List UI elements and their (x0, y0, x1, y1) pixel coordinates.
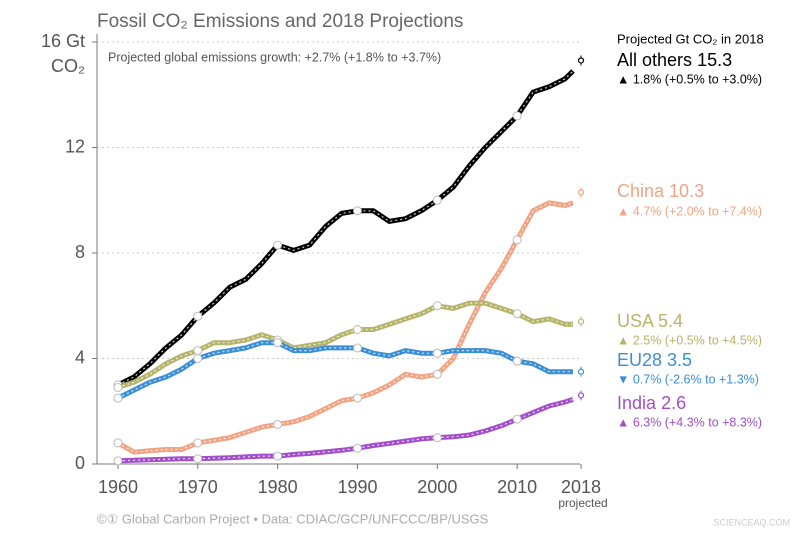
series-line (117, 300, 573, 390)
series-line-highlight (117, 302, 573, 389)
legend-title: Projected Gt CO₂ in 2018 (617, 31, 764, 46)
legend-label: USA 5.4 (617, 311, 683, 331)
y-tick-label: 4 (75, 347, 85, 367)
series-line-highlight (117, 70, 574, 386)
decade-marker (432, 433, 442, 443)
watermark: SCIENCEAQ.COM (713, 517, 790, 527)
decade-marker (352, 443, 362, 453)
decade-marker (273, 240, 283, 250)
decade-marker (432, 369, 442, 379)
decade-marker (352, 206, 362, 216)
subtitle: Projected global emissions growth: +2.7%… (108, 50, 441, 64)
projected-value: 15.3 (697, 50, 732, 70)
decade-marker (512, 414, 522, 424)
decade-marker (512, 309, 522, 319)
series-line-highlight (117, 342, 573, 399)
decade-marker (352, 393, 362, 403)
projected-label: projected (558, 496, 607, 510)
decade-marker (273, 451, 283, 461)
growth-label: ▲ 6.3% (+4.3% to +8.3%) (617, 415, 762, 429)
legend-label: EU28 3.5 (617, 350, 692, 370)
decade-marker (512, 111, 522, 121)
decade-marker (113, 393, 123, 403)
chart-title: Fossil CO₂ Emissions and 2018 Projection… (97, 11, 463, 32)
series-name: India (617, 393, 657, 413)
decade-marker (193, 346, 203, 356)
projection-marker (577, 189, 585, 196)
projection-marker (577, 318, 585, 325)
decade-marker (273, 338, 283, 348)
projection-marker (577, 368, 585, 375)
series-line-highlight (117, 398, 574, 462)
y-tick-label: 8 (75, 242, 85, 262)
series-name: EU28 (617, 350, 662, 370)
series-line (117, 397, 574, 464)
decade-marker (512, 235, 522, 245)
legend-label: All others 15.3 (617, 50, 732, 70)
x-tick-label: 2000 (417, 477, 457, 497)
x-tick-label: 1960 (98, 477, 138, 497)
x-tick-label: 1990 (337, 477, 377, 497)
x-tick-label: 1980 (258, 477, 298, 497)
x-tick-label: 1970 (178, 477, 218, 497)
y-tick-label: 12 (65, 136, 85, 156)
x-tick-label: 2010 (497, 477, 537, 497)
decade-marker (352, 343, 362, 353)
projected-value: 3.5 (667, 350, 692, 370)
projected-value: 2.6 (661, 393, 686, 413)
decade-marker (113, 383, 123, 393)
growth-label: ▼ 0.7% (-2.6% to +1.3%) (617, 372, 759, 386)
decade-marker (432, 348, 442, 358)
series-line (116, 69, 575, 388)
decade-marker (193, 438, 203, 448)
growth-label: ▲ 4.7% (+2.0% to +7.4%) (617, 204, 762, 218)
footer: ©① Global Carbon Project • Data: CDIAC/G… (97, 511, 489, 526)
decade-marker (113, 456, 123, 466)
decade-marker (113, 438, 123, 448)
projected-value: 5.4 (658, 311, 683, 331)
decade-marker (512, 356, 522, 366)
legend-label: India 2.6 (617, 393, 686, 413)
growth-label: ▲ 2.5% (+0.5% to +4.5%) (617, 333, 762, 347)
x-tick-label: 2018 (561, 477, 601, 497)
decade-marker (193, 454, 203, 464)
series-name: China (617, 181, 665, 201)
series-name: USA (617, 311, 654, 331)
decade-marker (352, 324, 362, 334)
projection-marker (577, 392, 585, 399)
y-tick-label: 16 Gt (41, 31, 85, 51)
series-name: All others (617, 50, 692, 70)
projection-marker (577, 57, 585, 64)
series-line (116, 340, 573, 401)
decade-marker (432, 195, 442, 205)
decade-marker (432, 301, 442, 311)
y-unit: CO₂ (51, 56, 85, 76)
projected-value: 10.3 (669, 181, 704, 201)
decade-marker (273, 419, 283, 429)
legend-label: China 10.3 (617, 181, 704, 201)
growth-label: ▲ 1.8% (+0.5% to +3.0%) (617, 72, 762, 86)
decade-marker (193, 311, 203, 321)
y-tick-label: 0 (75, 453, 85, 473)
decade-marker (193, 354, 203, 363)
